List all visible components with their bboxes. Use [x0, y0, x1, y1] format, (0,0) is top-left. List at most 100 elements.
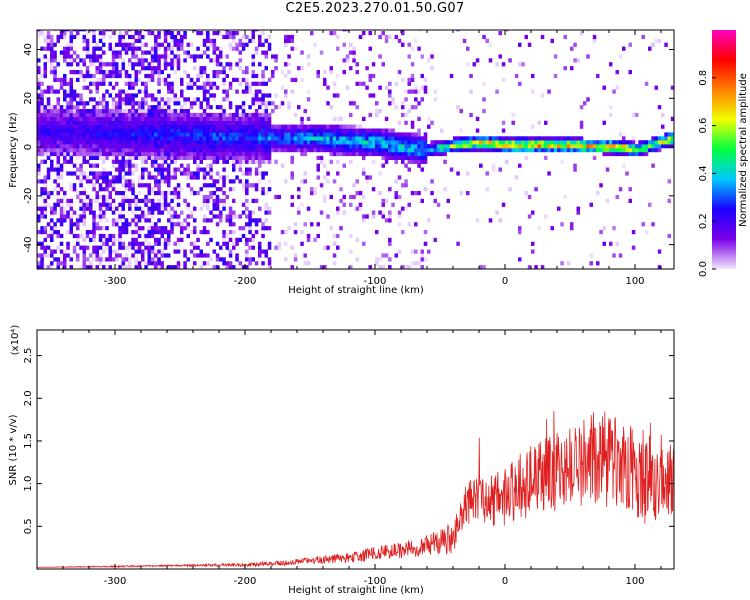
spectrogram-cell [167, 97, 171, 102]
spectrogram-cell [583, 101, 587, 106]
spectrogram-cell [40, 144, 44, 149]
spectrogram-cell [40, 245, 44, 250]
spectrogram-cell [219, 120, 223, 125]
spectrogram-cell [625, 171, 629, 176]
spectrogram-cell [215, 206, 220, 211]
spectrogram-cell [111, 159, 116, 164]
spectrogram-cell [232, 128, 236, 133]
spectrogram-cell [111, 148, 116, 153]
spectrogram-cell [235, 253, 239, 258]
spectrogram-cell [102, 109, 106, 114]
spectrogram-cell [404, 179, 408, 184]
spectrogram-cell [118, 179, 122, 184]
spectrogram-cell [85, 144, 90, 149]
spectrogram-cell [115, 109, 119, 114]
spectrogram-cell [245, 34, 249, 40]
spectrogram-cell [50, 105, 54, 110]
spectrogram-cell [105, 257, 109, 262]
spectrogram-cell [43, 198, 47, 203]
spectrogram-cell [134, 70, 138, 75]
spectrogram-cell [290, 132, 294, 137]
spectrogram-cell [453, 144, 457, 149]
spectrogram-cell [352, 58, 356, 63]
spectrogram-cell [404, 97, 408, 102]
spectrogram-cell [261, 109, 265, 114]
spectrogram-cell [108, 109, 112, 114]
spectrogram-cell [137, 46, 142, 51]
spectrogram-cell [105, 194, 109, 200]
spectrogram-cell [202, 38, 207, 43]
spectrogram-cell [287, 38, 291, 43]
spectrogram-cell [488, 58, 493, 63]
spectrogram-cell [583, 148, 587, 153]
spectrogram-cell [261, 124, 265, 129]
spectrogram-cell [206, 230, 210, 235]
spectrogram-cell [397, 249, 402, 254]
spectrogram-cell [157, 66, 161, 71]
spectrogram-cell [290, 140, 294, 145]
spectrogram-cell [144, 120, 148, 125]
spectrogram-cell [664, 140, 668, 145]
spectrogram-cell [365, 140, 369, 145]
spectrogram-cell [319, 210, 324, 215]
spectrogram-cell [401, 183, 405, 188]
spectrogram-cell [92, 38, 96, 43]
spectrogram-cell [37, 101, 41, 106]
spectrogram-cell [410, 155, 415, 160]
spectrogram-cell [251, 31, 255, 36]
spectrogram-cell [176, 191, 181, 196]
spectrogram-cell [232, 198, 236, 203]
spectrogram-cell [108, 202, 112, 207]
spectrogram-cell [235, 46, 239, 51]
spectrogram-cell [469, 144, 473, 149]
spectrogram-cell [56, 144, 60, 149]
spectrogram-cell [105, 218, 109, 223]
spectrogram-cell [258, 112, 262, 118]
spectrogram-cell [245, 140, 249, 145]
spectrogram-cell [657, 148, 662, 153]
spectrogram-cell [433, 97, 437, 102]
spectrogram-cell [258, 124, 262, 129]
spectrogram-cell [118, 54, 122, 59]
spectrogram-cell [76, 124, 80, 129]
spectrogram-cell [349, 140, 353, 145]
spectrogram-cell [241, 136, 246, 141]
spectrogram-cell [37, 58, 41, 63]
spectrogram-cell [397, 214, 402, 219]
spectrogram-cell [124, 81, 129, 86]
spectrogram-cell [355, 237, 359, 242]
spectrogram-cell [66, 89, 70, 94]
spectrogram-cell [222, 167, 226, 172]
spectrogram-cell [141, 155, 145, 160]
spectrogram-cell [518, 163, 522, 168]
spectrogram-cell [170, 132, 174, 137]
spectrogram-cell [638, 151, 642, 157]
spectrogram-cell [505, 136, 509, 141]
spectrogram-cell [388, 237, 392, 242]
spectrogram-cell [170, 151, 174, 157]
spectrogram-cell [115, 66, 119, 71]
spectrogram-cell [456, 136, 460, 141]
spectrogram-cell [352, 183, 356, 188]
spectrogram-cell [222, 144, 226, 149]
spectrogram-cell [371, 73, 376, 79]
spectrogram-cell [63, 206, 67, 211]
spectrogram-cell [254, 120, 259, 125]
spectrogram-cell [186, 183, 190, 188]
spectrogram-cell [59, 132, 64, 137]
spectrogram-cell [111, 124, 116, 129]
spectrogram-cell [46, 140, 51, 145]
spectrogram-cell [417, 151, 421, 157]
spectrogram-cell [40, 31, 44, 36]
spectrogram-cell [440, 128, 444, 133]
spectrogram-cell [381, 214, 385, 219]
spectrogram-cell [362, 167, 366, 172]
spectrogram-cell [102, 73, 106, 79]
spectrogram-cell [154, 155, 158, 160]
spectrogram-cell [235, 257, 239, 262]
spectrogram-cell [423, 187, 428, 192]
spectrogram-cell [72, 171, 77, 176]
spectrogram-cell [251, 97, 255, 102]
spectrogram-cell [92, 155, 96, 160]
spectrogram-cell [300, 148, 304, 153]
